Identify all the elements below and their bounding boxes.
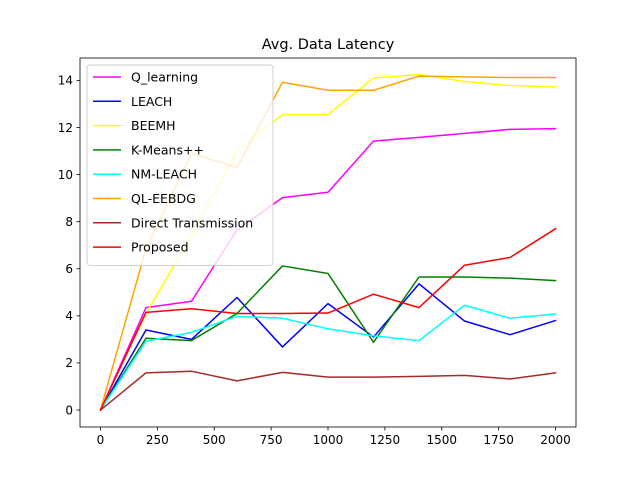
y-tick-label: 4: [65, 309, 73, 323]
legend-label-2: BEEMH: [131, 118, 176, 133]
y-tick-label: 8: [65, 215, 73, 229]
legend-label-7: Proposed: [131, 240, 189, 255]
legend-label-0: Q_learning: [131, 70, 198, 85]
x-tick-label: 0: [97, 433, 105, 447]
y-tick-label: 12: [58, 121, 73, 135]
x-tick-label: 1750: [483, 433, 514, 447]
x-tick-label: 1500: [426, 433, 457, 447]
axes-group: 0 250 500 750 1000 1250 1500 1750 2000 0 2 4 6 8 10 12 1…: [58, 57, 577, 447]
series-line-1: [99, 283, 557, 412]
legend-label-4: NM-LEACH: [131, 167, 197, 182]
series-line-0: [99, 127, 557, 412]
x-tick-label: 500: [203, 433, 226, 447]
series-line-4: [99, 304, 557, 412]
series-line-7: [99, 227, 557, 412]
legend-label-1: LEACH: [131, 94, 172, 109]
x-tick-label: 2000: [540, 433, 571, 447]
series-line-6: [99, 370, 557, 412]
legend-label-3: K-Means++: [131, 142, 204, 157]
series-line-3: [99, 265, 557, 412]
legend: Q_learning LEACH BEEMH K-Means++ NM-LEACH QL-…: [86, 64, 274, 266]
y-tick-label: 2: [65, 356, 73, 370]
x-tick-label: 750: [260, 433, 283, 447]
y-tick-label: 10: [58, 168, 73, 182]
chart-title: Avg. Data Latency: [262, 37, 395, 53]
x-tick-label: 250: [146, 433, 169, 447]
y-tick-label: 6: [65, 262, 73, 276]
y-tick-label: 0: [65, 403, 73, 417]
x-tick-label: 1250: [370, 433, 401, 447]
y-tick-label: 14: [58, 74, 73, 88]
legend-label-6: Direct Transmission: [131, 215, 253, 230]
legend-label-5: QL-EEBDG: [131, 191, 196, 206]
legend-box: [86, 64, 274, 266]
x-tick-label: 1000: [313, 433, 344, 447]
